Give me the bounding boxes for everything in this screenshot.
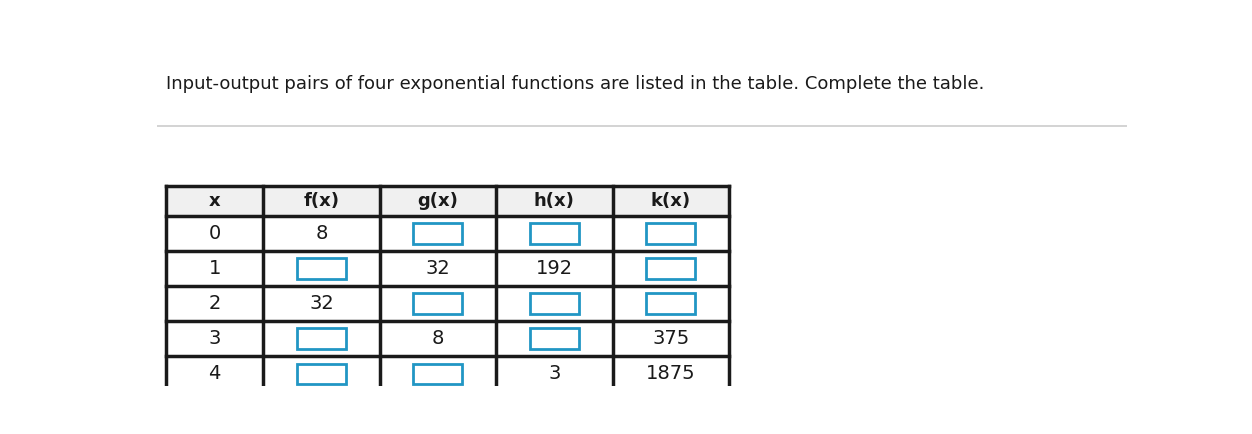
Bar <box>167 186 729 216</box>
Bar <box>530 293 578 314</box>
Text: 3: 3 <box>548 364 561 383</box>
Bar <box>530 329 578 349</box>
Text: g(x): g(x) <box>417 192 458 210</box>
Text: 4: 4 <box>209 364 220 383</box>
Text: 1875: 1875 <box>646 364 696 383</box>
Text: k(x): k(x) <box>651 192 691 210</box>
Text: 32: 32 <box>426 259 451 278</box>
Bar <box>413 364 462 384</box>
Text: 192: 192 <box>536 259 573 278</box>
Text: 1: 1 <box>209 259 220 278</box>
Text: 3: 3 <box>209 329 220 348</box>
Text: 8: 8 <box>432 329 444 348</box>
Bar <box>530 223 578 243</box>
Bar <box>297 258 346 279</box>
Bar <box>646 223 695 243</box>
Text: 0: 0 <box>209 224 220 243</box>
Text: 32: 32 <box>309 294 334 313</box>
Bar <box>297 329 346 349</box>
Text: f(x): f(x) <box>303 192 339 210</box>
Text: Input-output pairs of four exponential functions are listed in the table. Comple: Input-output pairs of four exponential f… <box>167 76 984 93</box>
Text: h(x): h(x) <box>533 192 575 210</box>
Text: 375: 375 <box>652 329 690 348</box>
Bar <box>646 293 695 314</box>
Bar <box>413 223 462 243</box>
Bar <box>297 364 346 384</box>
Text: 8: 8 <box>316 224 328 243</box>
Bar <box>413 293 462 314</box>
Text: 2: 2 <box>209 294 220 313</box>
Text: x: x <box>209 192 220 210</box>
Bar <box>646 258 695 279</box>
